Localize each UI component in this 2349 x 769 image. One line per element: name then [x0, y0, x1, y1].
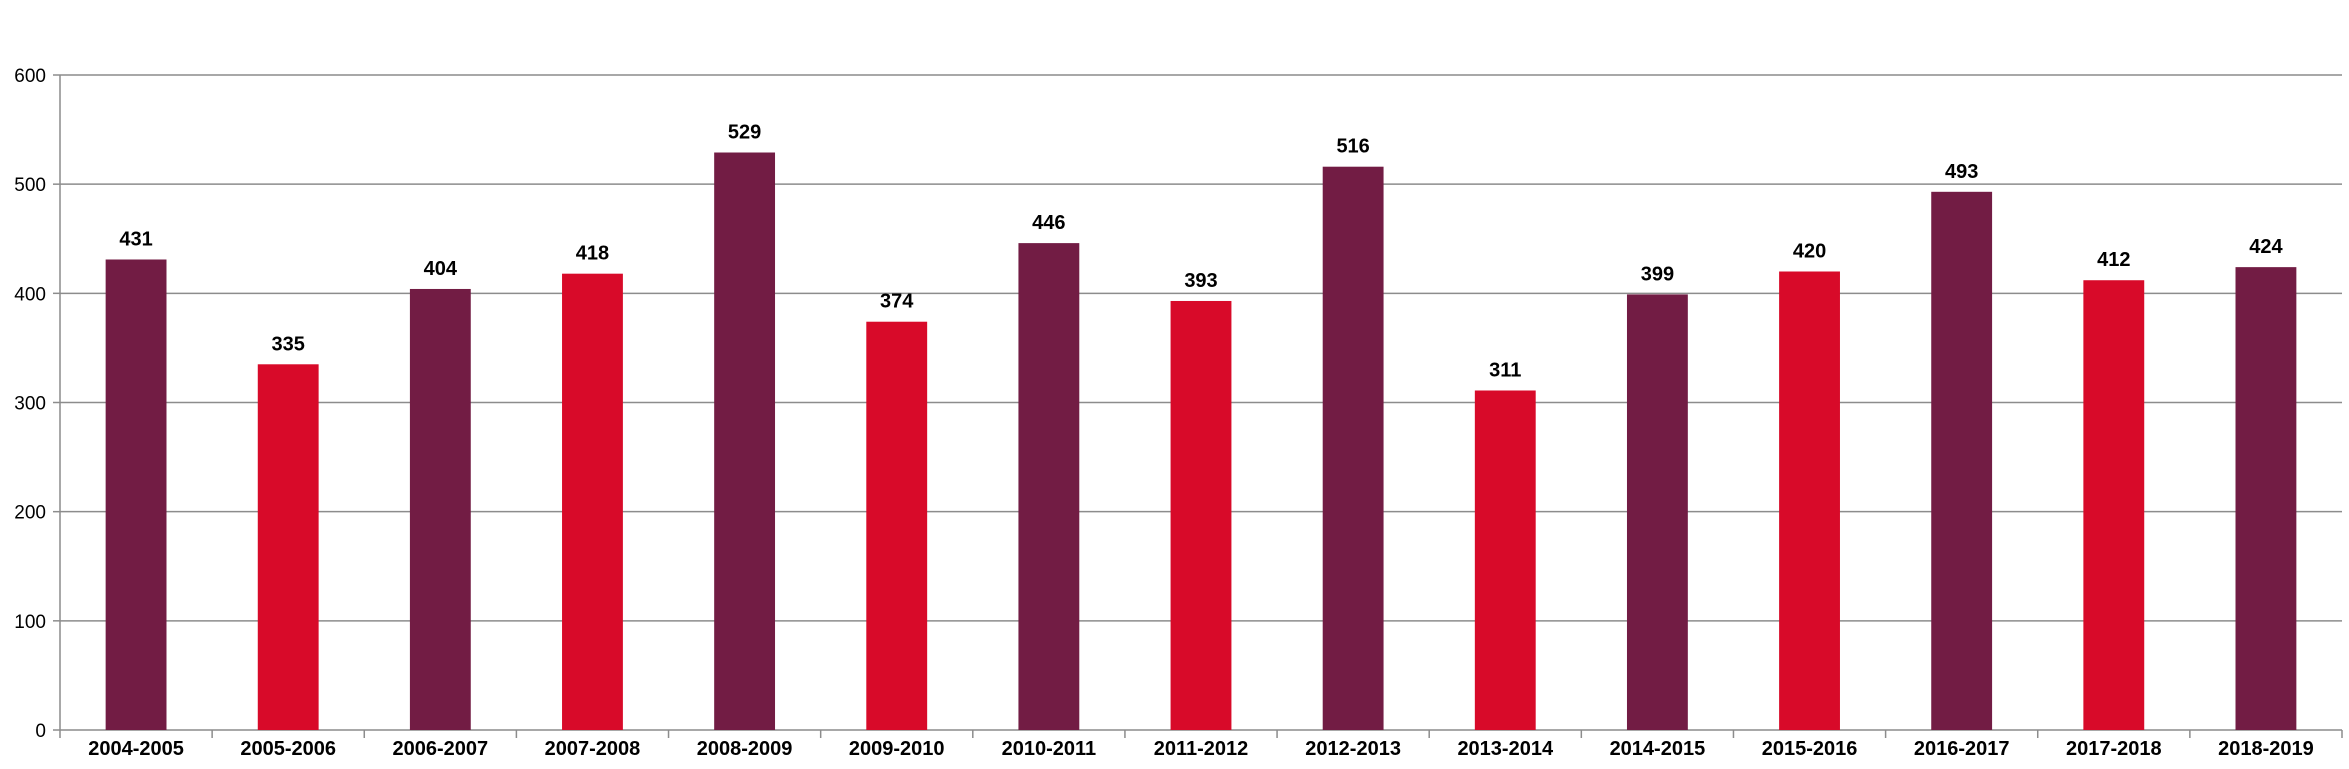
y-tick-label: 200	[14, 503, 46, 524]
x-tick-label: 2008-2009	[697, 738, 793, 760]
data-label: 420	[1793, 241, 1826, 263]
x-tick-label: 2010-2011	[1002, 738, 1097, 760]
data-label: 399	[1641, 263, 1674, 285]
data-label: 529	[728, 122, 761, 144]
data-label: 404	[424, 258, 458, 280]
data-label: 424	[2249, 236, 2283, 258]
x-tick-label: 2012-2013	[1305, 738, 1401, 760]
x-tick-label: 2014-2015	[1610, 738, 1706, 760]
bar-2016-2017	[1931, 191, 1993, 730]
data-labels: 431 335 404 418 529 374 446 393 516 311 399 420 493 4…	[119, 122, 2283, 382]
bar-2005-2006	[257, 364, 319, 730]
y-tick-label: 500	[14, 175, 46, 196]
bar-2011-2012	[1170, 300, 1232, 730]
bars	[105, 152, 2297, 731]
bar-2009-2010	[866, 321, 928, 730]
bar-2017-2018	[2083, 280, 2145, 730]
data-label: 412	[2097, 249, 2130, 271]
x-tick-labels: 2004-2005 2005-2006 2006-2007 2007-2008 2008…	[88, 738, 2314, 760]
x-tick-label: 2015-2016	[1762, 738, 1858, 760]
y-tick-label: 600	[14, 66, 46, 87]
bar-2010-2011	[1018, 243, 1080, 730]
data-label: 516	[1336, 136, 1369, 158]
x-tick-label: 2017-2018	[2066, 738, 2162, 760]
data-label: 311	[1489, 359, 1521, 381]
data-label: 493	[1945, 161, 1978, 183]
x-tick-label: 2013-2014	[1457, 738, 1554, 760]
bar-2018-2019	[2235, 267, 2297, 730]
bar-2004-2005	[105, 259, 167, 730]
x-tick-label: 2007-2008	[545, 738, 641, 760]
bar-2012-2013	[1322, 166, 1384, 730]
x-tick-label: 2006-2007	[393, 738, 489, 760]
bar-2013-2014	[1474, 390, 1536, 730]
data-label: 446	[1032, 212, 1065, 234]
x-tick-label: 2009-2010	[849, 738, 945, 760]
y-tick-label: 300	[14, 394, 46, 415]
x-tick-label: 2011-2012	[1154, 738, 1249, 760]
bar-2014-2015	[1626, 294, 1688, 730]
x-tick-label: 2004-2005	[88, 738, 184, 760]
y-tick-label: 0	[35, 721, 46, 742]
y-tick-label: 100	[14, 612, 46, 633]
y-tick-labels: 0 100 200 300 400 500 600	[14, 66, 46, 742]
y-tick-label: 400	[14, 284, 46, 305]
x-tick-label: 2005-2006	[240, 738, 336, 760]
bar-2008-2009	[714, 152, 776, 731]
data-label: 418	[576, 243, 609, 265]
data-label: 431	[119, 228, 152, 250]
bar-2015-2016	[1779, 271, 1840, 730]
bar-2006-2007	[409, 288, 471, 730]
data-label: 335	[272, 333, 305, 355]
data-label: 393	[1184, 270, 1217, 292]
bar-2007-2008	[562, 273, 623, 730]
x-tick-label: 2018-2019	[2218, 738, 2314, 760]
data-label: 374	[880, 291, 914, 313]
x-tick-label: 2016-2017	[1914, 738, 2010, 760]
